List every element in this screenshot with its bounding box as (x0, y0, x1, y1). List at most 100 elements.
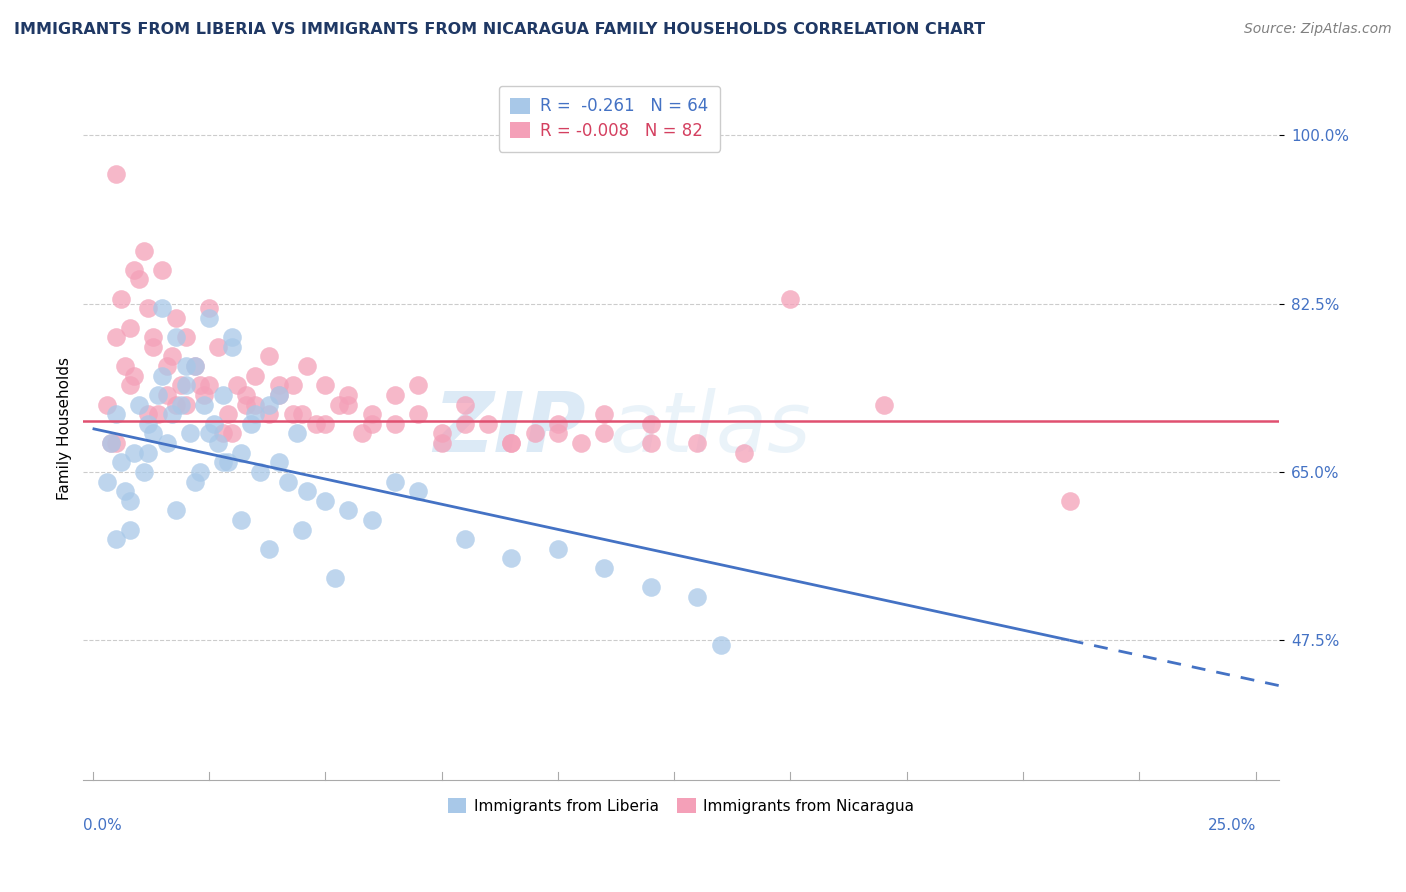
Point (314, 378, 336, 392)
Point (114, 359, 136, 373)
Point (124, 445, 146, 459)
Point (104, 407, 127, 421)
Point (454, 533, 477, 547)
Point (118, 378, 141, 392)
Point (156, 359, 179, 373)
Point (150, 263, 173, 277)
Point (221, 426, 243, 441)
Point (872, 398, 894, 412)
Point (547, 541, 569, 556)
Point (291, 407, 314, 421)
Point (384, 417, 406, 431)
Point (328, 398, 350, 412)
Point (179, 426, 201, 441)
Point (314, 493, 336, 508)
Point (165, 398, 187, 412)
Point (156, 436, 179, 450)
Point (477, 417, 499, 431)
Point (198, 310, 221, 325)
Point (267, 378, 290, 392)
Point (128, 272, 150, 286)
Point (184, 359, 207, 373)
Point (124, 368, 146, 383)
Point (281, 407, 304, 421)
Point (245, 368, 267, 383)
Point (138, 445, 160, 459)
Point (295, 359, 318, 373)
Point (198, 378, 221, 392)
Point (221, 340, 243, 354)
Point (710, 638, 733, 652)
Point (170, 378, 193, 392)
Point (430, 426, 453, 441)
Point (100, 436, 122, 450)
Point (221, 330, 243, 344)
Point (156, 388, 179, 402)
Point (360, 417, 382, 431)
Point (277, 475, 299, 489)
Point (640, 436, 662, 450)
Point (1059, 493, 1081, 508)
Point (593, 426, 616, 441)
Point (184, 475, 207, 489)
Point (188, 378, 211, 392)
Point (235, 388, 257, 402)
Point (779, 292, 801, 306)
Text: 0.0%: 0.0% (83, 818, 122, 833)
Point (406, 484, 429, 499)
Point (352, 426, 374, 441)
Point (267, 388, 290, 402)
Point (291, 523, 314, 537)
Point (165, 310, 187, 325)
Point (640, 417, 662, 431)
Point (295, 484, 318, 499)
Point (384, 388, 406, 402)
Point (733, 445, 755, 459)
Point (245, 398, 267, 412)
Point (593, 407, 616, 421)
Point (118, 493, 141, 508)
Point (454, 417, 477, 431)
Point (104, 167, 127, 181)
Point (138, 407, 160, 421)
Point (259, 398, 281, 412)
Point (118, 523, 141, 537)
Point (501, 436, 523, 450)
Text: atlas: atlas (609, 388, 811, 469)
Point (100, 436, 122, 450)
Point (193, 398, 215, 412)
Point (207, 436, 229, 450)
Point (165, 503, 187, 517)
Point (225, 378, 247, 392)
Point (118, 320, 141, 334)
Point (212, 388, 235, 402)
Point (360, 513, 382, 527)
Point (198, 301, 221, 316)
Point (360, 407, 382, 421)
Point (132, 244, 155, 258)
Point (114, 484, 136, 499)
Point (104, 330, 127, 344)
Point (104, 436, 127, 450)
Point (323, 571, 346, 585)
Point (686, 590, 709, 604)
Point (212, 455, 235, 469)
Point (124, 263, 146, 277)
Point (686, 436, 709, 450)
Point (198, 426, 221, 441)
Point (104, 533, 127, 547)
Point (174, 398, 197, 412)
Text: ZIP: ZIP (433, 388, 585, 469)
Point (501, 551, 523, 566)
Point (174, 359, 197, 373)
Point (142, 330, 165, 344)
Point (406, 378, 429, 392)
Point (547, 417, 569, 431)
Point (259, 407, 281, 421)
Point (406, 407, 429, 421)
Point (384, 475, 406, 489)
Point (202, 417, 225, 431)
Point (569, 436, 592, 450)
Point (142, 340, 165, 354)
Point (337, 398, 360, 412)
